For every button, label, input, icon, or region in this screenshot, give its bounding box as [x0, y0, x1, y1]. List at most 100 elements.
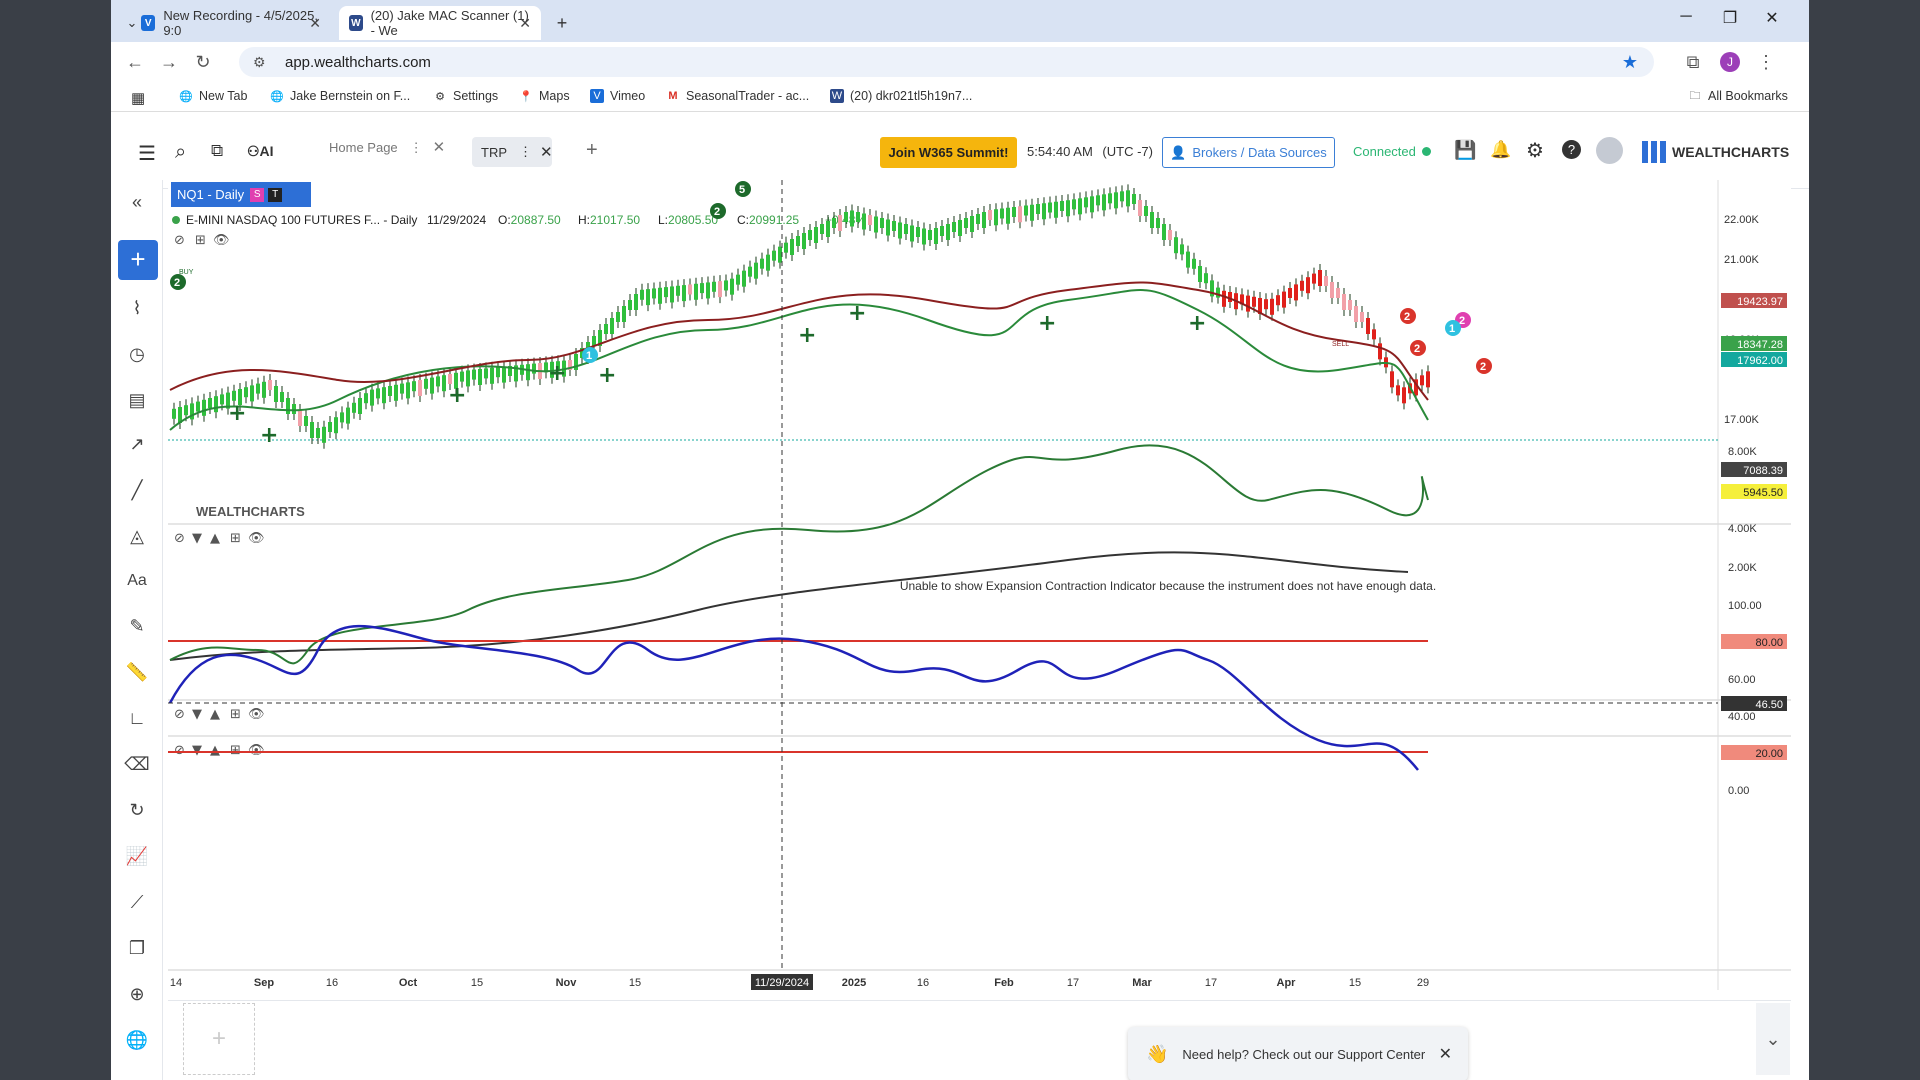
- maximize-icon[interactable]: ❐: [1722, 10, 1738, 27]
- ai-assistant-icon[interactable]: ⚇AI: [247, 143, 274, 159]
- candle-body: [940, 226, 944, 236]
- globe-icon[interactable]: 🌐: [125, 1030, 149, 1050]
- tab-home-page[interactable]: Home Page ⋮ ✕: [329, 139, 446, 156]
- expand-panel-icon[interactable]: ⌄: [1756, 1003, 1790, 1075]
- text-tool-icon[interactable]: Aa: [127, 572, 147, 589]
- add-overlay-icon[interactable]: ⊞: [195, 233, 206, 248]
- add-overlay-icon[interactable]: ⊞: [230, 531, 241, 546]
- brokers-button[interactable]: 👤 Brokers / Data Sources: [1162, 137, 1335, 168]
- candle-body: [736, 274, 740, 285]
- add-overlay-icon[interactable]: ⊞: [230, 707, 241, 722]
- bookmark-settings[interactable]: ⚙ Settings: [433, 89, 498, 103]
- add-indicator-button[interactable]: +: [118, 240, 158, 280]
- indicator-tick-label: 8.00K: [1728, 446, 1757, 458]
- tab-menu-icon[interactable]: ⋮: [519, 144, 532, 159]
- url-field[interactable]: ⚙ app.wealthcharts.com ★: [239, 47, 1654, 77]
- symbol-tag[interactable]: NQ1 - Daily S T: [171, 182, 311, 207]
- candle-body: [742, 270, 746, 287]
- ohlc-open: O:20887.50: [498, 213, 561, 227]
- site-info-icon[interactable]: ⚙: [253, 53, 266, 70]
- new-tab-button[interactable]: +: [556, 12, 568, 33]
- forward-icon[interactable]: →: [160, 52, 178, 72]
- back-icon[interactable]: ←: [126, 52, 144, 72]
- close-tab-icon[interactable]: ✕: [432, 139, 446, 156]
- templates-icon[interactable]: ❐: [128, 938, 146, 958]
- calendar-icon[interactable]: ▤: [128, 390, 146, 410]
- collapse-panel-icon[interactable]: «: [131, 192, 142, 212]
- line-tool-icon[interactable]: ╱: [131, 480, 143, 500]
- angle-icon[interactable]: ∟: [128, 708, 146, 728]
- chart-type-icon[interactable]: 📈: [125, 846, 149, 866]
- hide-indicator-icon[interactable]: ⊘: [174, 233, 185, 248]
- bookmark-new-tab[interactable]: 🌐 New Tab: [179, 89, 248, 103]
- visibility-eye-icon[interactable]: 👁: [213, 233, 230, 248]
- shapes-icon[interactable]: ◬: [130, 526, 144, 546]
- browser-tab-scanner[interactable]: W (20) Jake MAC Scanner (1) - We ✕: [339, 6, 541, 40]
- hide-indicator-icon[interactable]: ⊘: [174, 707, 185, 722]
- summit-button[interactable]: Join W365 Summit!: [880, 137, 1017, 168]
- add-overlay-icon[interactable]: ⊞: [230, 743, 241, 758]
- window-close-icon[interactable]: ✕: [1765, 10, 1779, 27]
- move-up-icon[interactable]: ▲: [210, 743, 220, 758]
- candle-body: [844, 212, 848, 222]
- tab-trp[interactable]: TRP ⋮ ✕: [472, 137, 553, 167]
- oscillator-tick-label: 100.00: [1728, 600, 1762, 612]
- candle-body: [286, 398, 290, 414]
- bookmark-vimeo[interactable]: V Vimeo: [590, 89, 645, 103]
- trend-icon[interactable]: ↗: [129, 434, 145, 454]
- ruler-icon[interactable]: 📏: [125, 662, 149, 682]
- browser-menu-icon[interactable]: ⋮: [1757, 52, 1775, 72]
- hamburger-menu-icon[interactable]: ☰: [138, 143, 156, 165]
- user-avatar[interactable]: [1596, 137, 1623, 164]
- add-tab-icon[interactable]: +: [586, 139, 598, 161]
- bookmark-star-icon[interactable]: ★: [1621, 51, 1638, 72]
- add-panel-button[interactable]: +: [183, 1003, 255, 1075]
- tab-menu-icon[interactable]: ⋮: [409, 140, 423, 155]
- visibility-eye-icon[interactable]: 👁: [248, 707, 265, 722]
- move-down-icon[interactable]: ▼: [192, 531, 202, 546]
- bookmark-jake-bernstein[interactable]: 🌐 Jake Bernstein on F...: [270, 89, 411, 103]
- hide-indicator-icon[interactable]: ⊘: [174, 743, 185, 758]
- reload-icon[interactable]: ↻: [195, 52, 211, 72]
- profile-avatar[interactable]: J: [1720, 52, 1740, 72]
- history-icon[interactable]: ◷: [129, 344, 145, 364]
- candle-body: [1426, 371, 1430, 388]
- bookmark-maps[interactable]: 📍 Maps: [519, 89, 570, 103]
- chart-canvas[interactable]: E-MINI NASDAQ 100 FUTURES F... - Daily 1…: [168, 180, 1791, 1000]
- move-down-icon[interactable]: ▼: [192, 743, 202, 758]
- hide-indicator-icon[interactable]: ⊘: [174, 531, 185, 546]
- pencil-icon[interactable]: ✎: [129, 616, 145, 636]
- crosshair-icon[interactable]: ⊕: [129, 984, 145, 1004]
- price-label-bg: [1721, 352, 1787, 367]
- close-tab-icon[interactable]: ✕: [540, 144, 553, 161]
- all-bookmarks[interactable]: 🗀 All Bookmarks: [1689, 89, 1788, 103]
- close-tab-icon[interactable]: ✕: [519, 14, 531, 31]
- candlestick-series: [172, 184, 1430, 449]
- move-down-icon[interactable]: ▼: [192, 707, 202, 722]
- extensions-icon[interactable]: ⧉: [1686, 52, 1700, 72]
- help-icon[interactable]: ?: [1562, 140, 1581, 159]
- notifications-bell-icon[interactable]: 🔔: [1490, 140, 1512, 159]
- indicator-label: 5945.50: [1743, 487, 1783, 499]
- tab-search-chevron-icon[interactable]: ⌄: [126, 15, 138, 30]
- save-icon[interactable]: 💾: [1454, 140, 1477, 160]
- oscillator-label: 80.00: [1755, 637, 1783, 649]
- pattern-icon[interactable]: ⟋: [130, 892, 144, 912]
- indicators-icon[interactable]: ⌇: [132, 298, 142, 318]
- search-icon[interactable]: ⌕: [175, 141, 187, 163]
- visibility-eye-icon[interactable]: 👁: [248, 743, 265, 758]
- close-tab-icon[interactable]: ✕: [309, 14, 321, 31]
- apps-grid-icon[interactable]: ▦: [131, 90, 146, 107]
- settings-gear-icon[interactable]: ⚙: [1526, 140, 1544, 162]
- cycle-icon[interactable]: ↻: [129, 800, 145, 820]
- visibility-eye-icon[interactable]: 👁: [248, 531, 265, 546]
- close-toast-icon[interactable]: ✕: [1438, 1046, 1452, 1063]
- bookmark-seasonaltrader[interactable]: M SeasonalTrader - ac...: [666, 89, 809, 103]
- move-up-icon[interactable]: ▲: [210, 531, 220, 546]
- move-up-icon[interactable]: ▲: [210, 707, 220, 722]
- layers-icon[interactable]: ⧉: [211, 141, 224, 160]
- eraser-icon[interactable]: ⌫: [124, 754, 150, 774]
- bookmark-wealthcharts[interactable]: W (20) dkr021tl5h19n7...: [830, 89, 973, 103]
- minimize-icon[interactable]: ─: [1680, 8, 1692, 25]
- browser-tab-recording[interactable]: V New Recording - 4/5/2025, 9:0 ✕: [131, 6, 331, 40]
